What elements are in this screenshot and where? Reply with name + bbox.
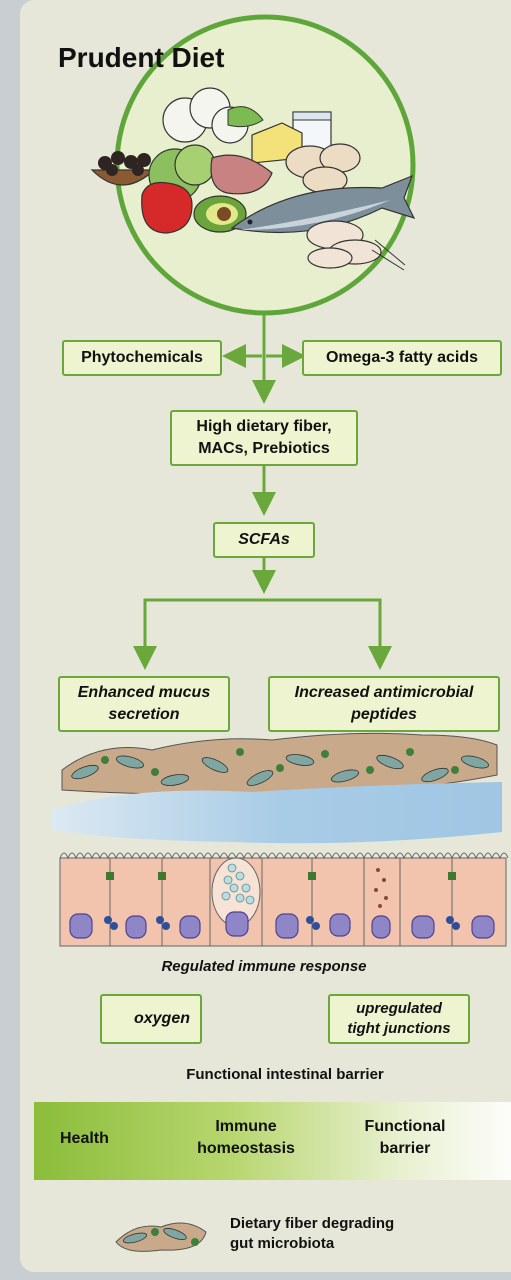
dietary-fiber-box: High dietary fiber, MACs, Prebiotics xyxy=(170,410,358,466)
intestinal-barrier-label: Functional intestinal barrier xyxy=(186,1066,384,1083)
cauliflower-icon xyxy=(162,87,264,144)
antimicrobial-line1: Increased antimicrobial xyxy=(294,684,474,702)
omega3-label: Omega-3 fatty acids xyxy=(325,349,479,367)
health-label: Health xyxy=(60,1130,109,1147)
shrimp-icon xyxy=(306,220,406,271)
page-title: Prudent Diet xyxy=(58,42,225,73)
immune-line2: homeostasis xyxy=(197,1139,295,1157)
antimicrobial-line2: peptides xyxy=(351,706,417,723)
legend-line2: gut microbiota xyxy=(230,1235,335,1253)
tight-junctions-box: upregulated tight junctions xyxy=(328,994,470,1044)
flow-arrows xyxy=(133,315,392,670)
functional-line1: Functional xyxy=(364,1118,446,1135)
health-bar: Health Immune homeostasis Functional bar… xyxy=(34,1102,511,1180)
tight-junctions-line2: tight junctions xyxy=(347,1020,451,1037)
scfas-box: SCFAs xyxy=(213,522,315,558)
tight-junctions-line1: upregulated xyxy=(356,999,442,1017)
food-circle xyxy=(90,14,416,316)
dietary-fiber-line1: High dietary fiber, xyxy=(196,418,332,436)
olives-bowl-icon xyxy=(90,151,156,186)
immune-homeostasis-label: Immune homeostasis xyxy=(184,1116,308,1159)
omega3-box: Omega-3 fatty acids xyxy=(302,340,502,376)
oxygen-box: oxygen xyxy=(100,994,202,1044)
mucus-secretion-box: Enhanced mucus secretion xyxy=(58,676,230,732)
scfas-label: SCFAs xyxy=(238,531,290,549)
red-pepper-icon xyxy=(141,181,193,234)
phytochemicals-label: Phytochemicals xyxy=(81,349,203,367)
epithelial-cells xyxy=(59,852,509,947)
microbiota-legend-icon xyxy=(115,1222,207,1252)
mucus-layer xyxy=(52,782,502,844)
functional-line2: barrier xyxy=(379,1139,431,1157)
legend-label: Dietary fiber degrading gut microbiota xyxy=(230,1214,394,1255)
immune-line1: Immune xyxy=(215,1118,277,1135)
functional-barrier-label: Functional barrier xyxy=(350,1116,460,1159)
microbiota-layer xyxy=(61,732,498,796)
mushrooms-icon xyxy=(285,143,361,194)
phytochemicals-box: Phytochemicals xyxy=(62,340,222,376)
oxygen-label: oxygen xyxy=(133,1010,190,1028)
fish-icon xyxy=(230,174,416,234)
immune-response-label: Regulated immune response xyxy=(161,958,367,975)
mucus-secretion-line1: Enhanced mucus xyxy=(77,684,211,702)
legend-line1: Dietary fiber degrading xyxy=(230,1215,395,1232)
mucus-secretion-line2: secretion xyxy=(108,706,180,723)
antimicrobial-peptides-box: Increased antimicrobial peptides xyxy=(268,676,500,732)
avocado-icon xyxy=(193,195,247,233)
meat-icon xyxy=(210,154,273,195)
dietary-fiber-line2: MACs, Prebiotics xyxy=(198,440,330,457)
